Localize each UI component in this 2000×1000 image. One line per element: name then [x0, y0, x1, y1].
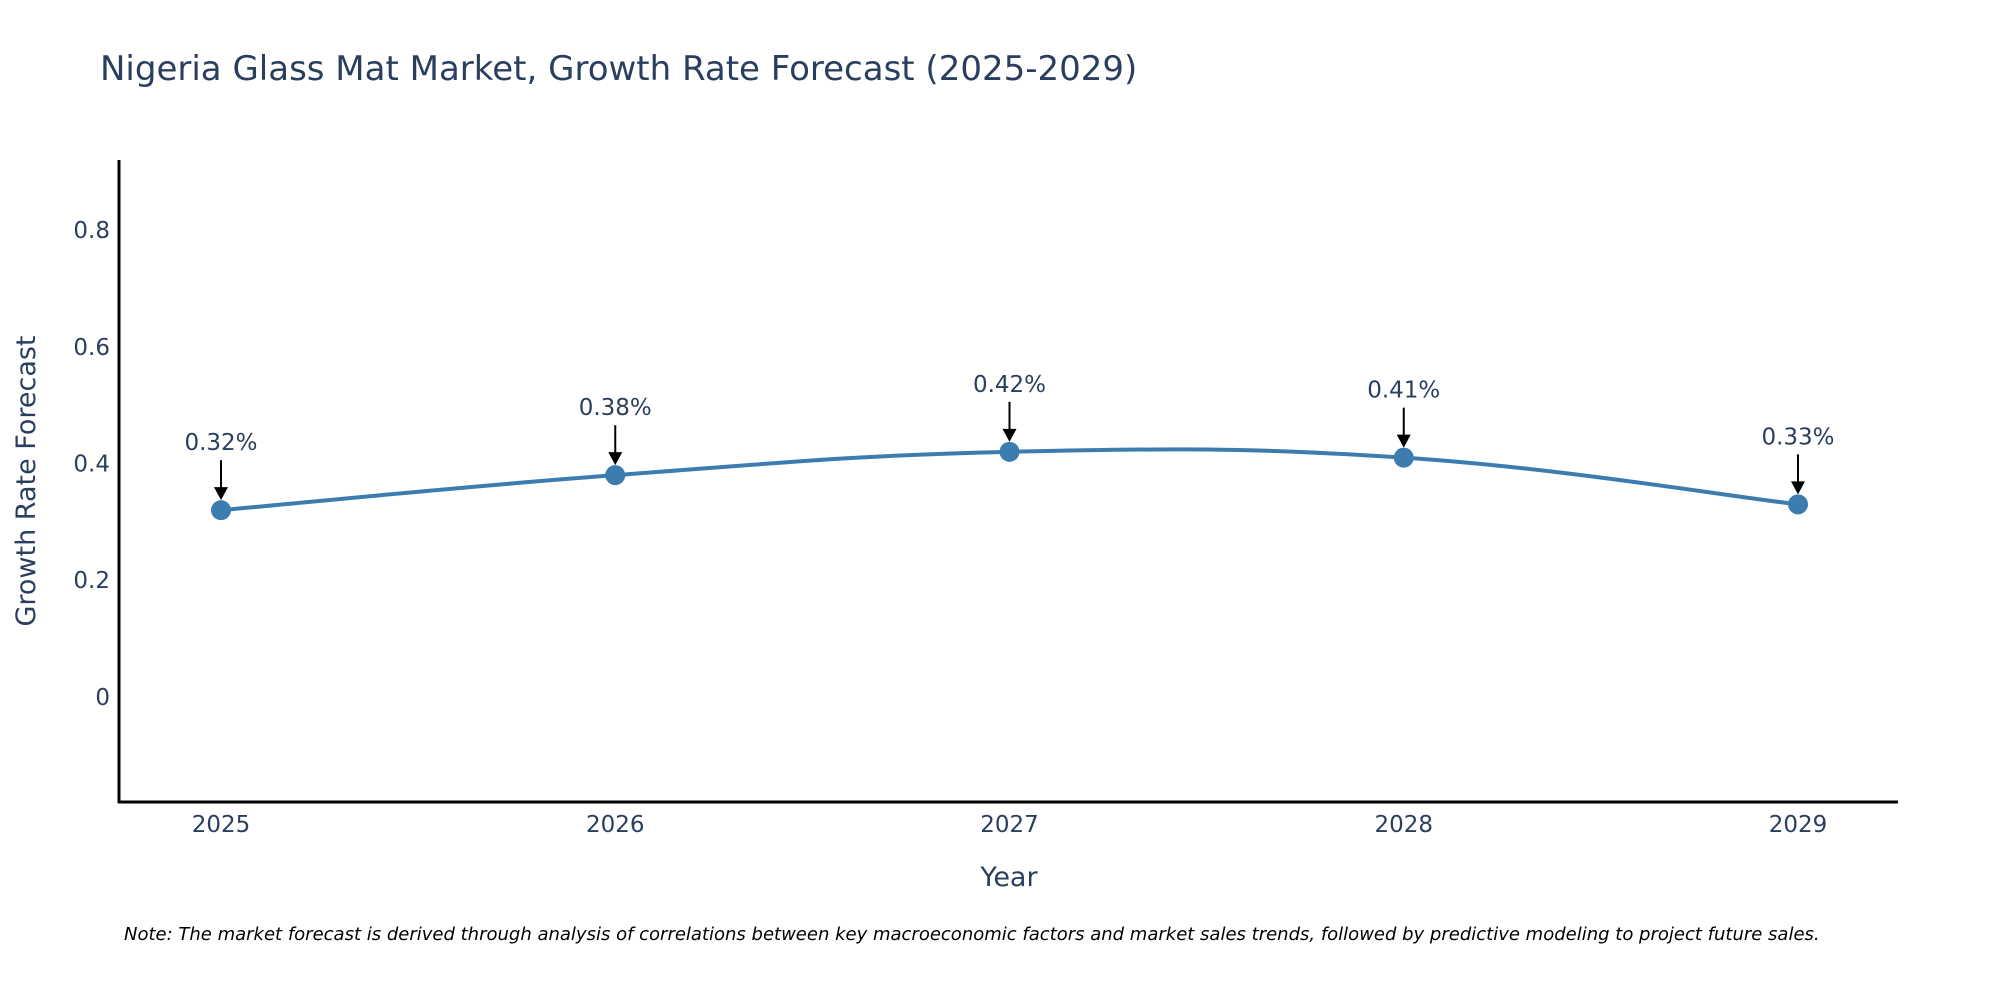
x-tick-label: 2026: [586, 812, 645, 838]
y-axis-ticks: 0 0.2 0.4 0.6 0.8: [73, 218, 110, 711]
annotation-arrowhead: [1002, 428, 1017, 442]
data-point: [1393, 447, 1414, 468]
data-point: [605, 465, 626, 486]
chart-title: Nigeria Glass Mat Market, Growth Rate Fo…: [100, 49, 1137, 89]
annotation-arrowhead: [608, 452, 623, 466]
data-label: 0.42%: [973, 372, 1046, 398]
data-points: [211, 441, 1808, 521]
data-label: 0.38%: [579, 395, 652, 421]
y-tick-label: 0.2: [73, 568, 110, 594]
annotation-arrowhead: [1791, 481, 1805, 495]
y-tick-label: 0.8: [73, 218, 110, 244]
data-label: 0.33%: [1761, 424, 1834, 450]
x-tick-label: 2029: [1769, 812, 1828, 838]
x-tick-label: 2027: [980, 812, 1039, 838]
x-axis-ticks: 2025 2026 2027 2028 2029: [192, 812, 1828, 838]
y-tick-label: 0.4: [73, 451, 110, 477]
data-point: [1788, 494, 1808, 515]
data-label: 0.41%: [1367, 378, 1440, 404]
data-annotations: 0.32% 0.38% 0.42% 0.41% 0.33%: [184, 372, 1835, 501]
x-axis-title: Year: [979, 862, 1038, 893]
data-point: [999, 441, 1020, 462]
annotation-arrowhead: [214, 487, 228, 501]
data-label: 0.32%: [184, 430, 257, 456]
y-tick-label: 0.6: [73, 335, 110, 361]
footnote: Note: The market forecast is derived thr…: [124, 924, 1820, 945]
annotation-arrowhead: [1396, 434, 1411, 448]
y-tick-label: 0: [95, 685, 110, 711]
x-tick-label: 2025: [192, 812, 251, 838]
data-point: [211, 500, 231, 521]
x-tick-label: 2028: [1374, 812, 1433, 838]
y-axis-title: Growth Rate Forecast: [11, 335, 42, 626]
